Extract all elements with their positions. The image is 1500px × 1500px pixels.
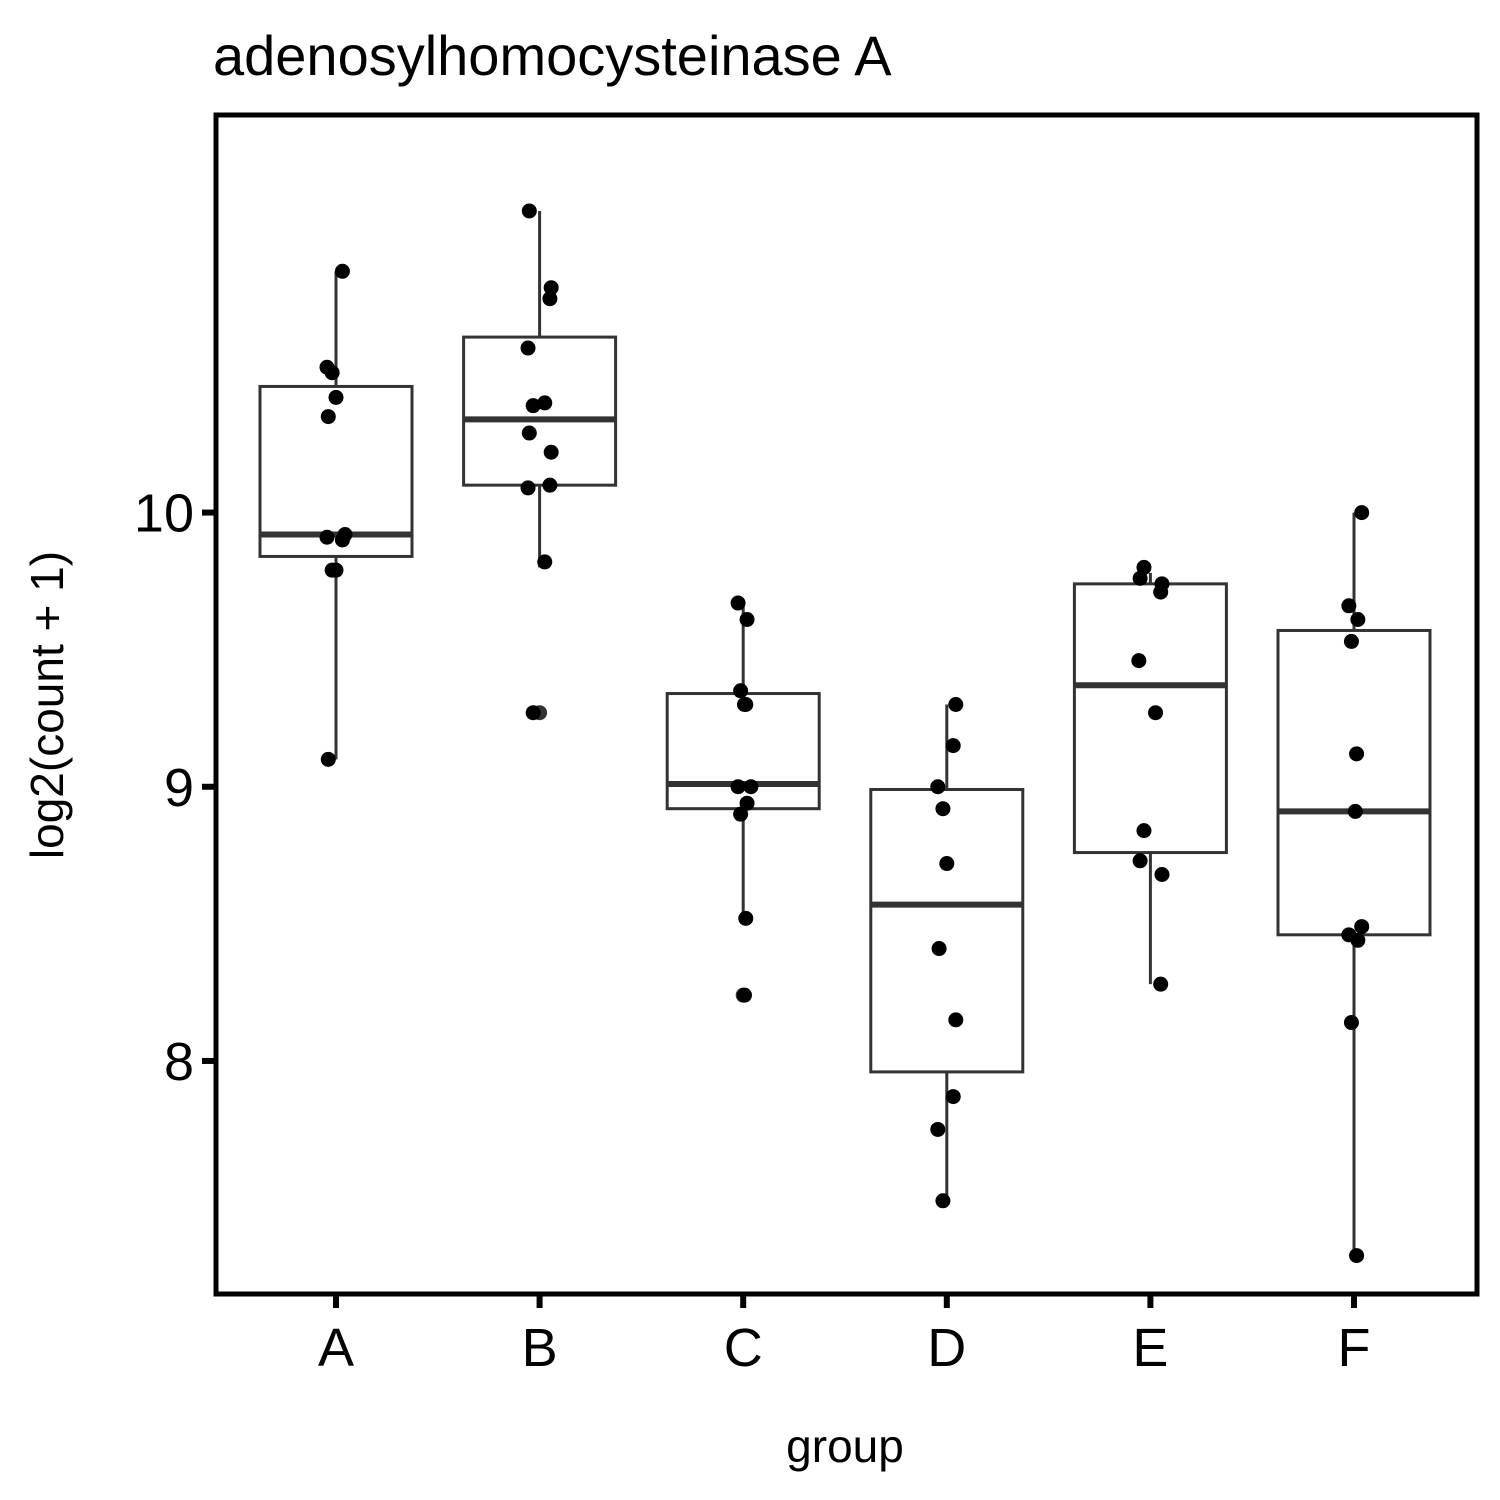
- x-axis-title: group: [786, 1420, 904, 1472]
- data-point: [1131, 653, 1147, 669]
- panel-border: [213, 112, 1480, 1297]
- y-axis-title: log2(count + 1): [21, 551, 73, 859]
- axes: 8 9 10 A B C D E F: [134, 112, 1480, 1378]
- data-point: [733, 806, 749, 822]
- data-point: [939, 856, 955, 872]
- data-point: [1153, 584, 1169, 600]
- x-tick-label: B: [522, 1318, 558, 1378]
- data-point: [525, 705, 541, 721]
- data-point: [328, 562, 344, 578]
- interquartile-box: [1072, 582, 1228, 855]
- data-point: [542, 477, 558, 493]
- data-point: [525, 398, 541, 414]
- data-point: [935, 1193, 951, 1209]
- data-point: [1132, 853, 1148, 869]
- data-point: [334, 532, 350, 548]
- data-point: [739, 795, 755, 811]
- box-c: [665, 603, 821, 919]
- data-point: [945, 1089, 961, 1105]
- y-tick-label: 9: [164, 758, 194, 818]
- x-tick-label: A: [318, 1318, 354, 1378]
- box-d: [869, 704, 1025, 1201]
- data-point: [1354, 505, 1370, 521]
- data-point: [930, 1121, 946, 1137]
- x-tick-label: D: [927, 1318, 966, 1378]
- data-point: [543, 444, 559, 460]
- data-point: [730, 779, 746, 795]
- data-point: [520, 480, 536, 496]
- interquartile-box: [462, 335, 618, 487]
- data-point: [320, 409, 336, 425]
- data-point: [1343, 1015, 1359, 1031]
- data-point: [739, 612, 755, 628]
- data-point: [738, 910, 754, 926]
- data-point: [543, 280, 559, 296]
- chart-title: adenosylhomocysteinase A: [213, 24, 892, 87]
- plot-area: [258, 203, 1432, 1264]
- data-point: [733, 683, 749, 699]
- data-point: [743, 779, 759, 795]
- x-tick-label: C: [724, 1318, 763, 1378]
- interquartile-box: [258, 384, 414, 558]
- interquartile-box: [1276, 628, 1432, 937]
- interquartile-box: [869, 787, 1025, 1074]
- box-b: [462, 210, 618, 568]
- data-point: [319, 529, 335, 545]
- data-point: [948, 697, 964, 712]
- data-point: [537, 554, 553, 570]
- data-point: [945, 738, 961, 754]
- data-point: [1136, 823, 1152, 839]
- data-point: [1154, 866, 1170, 882]
- data-point: [1349, 1248, 1365, 1264]
- data-point: [736, 697, 752, 712]
- data-point: [520, 340, 536, 356]
- data-point: [542, 291, 558, 307]
- data-point: [1153, 976, 1169, 992]
- data-point: [324, 365, 340, 381]
- box-e: [1072, 572, 1228, 985]
- data-point: [1148, 705, 1164, 721]
- data-point: [521, 425, 537, 441]
- data-point: [334, 263, 350, 279]
- data-point: [1343, 633, 1359, 649]
- y-tick-label: 10: [134, 484, 194, 544]
- data-point: [537, 395, 553, 411]
- data-point: [320, 751, 336, 767]
- data-point: [1132, 570, 1148, 586]
- x-tick-label: F: [1338, 1318, 1371, 1378]
- x-tick-label: E: [1132, 1318, 1168, 1378]
- data-point: [1350, 612, 1366, 628]
- data-point: [1354, 919, 1370, 935]
- data-point: [328, 389, 344, 405]
- y-tick-label: 8: [164, 1032, 194, 1092]
- data-point: [1350, 932, 1366, 948]
- data-point: [730, 595, 746, 611]
- data-point: [1349, 746, 1365, 762]
- data-point: [1341, 598, 1357, 614]
- data-point: [1347, 803, 1363, 819]
- box-a: [258, 271, 414, 760]
- data-point: [935, 801, 951, 817]
- data-point: [521, 203, 537, 219]
- data-point: [736, 987, 752, 1003]
- data-point: [930, 779, 946, 795]
- data-point: [931, 941, 947, 957]
- data-point: [948, 1012, 964, 1028]
